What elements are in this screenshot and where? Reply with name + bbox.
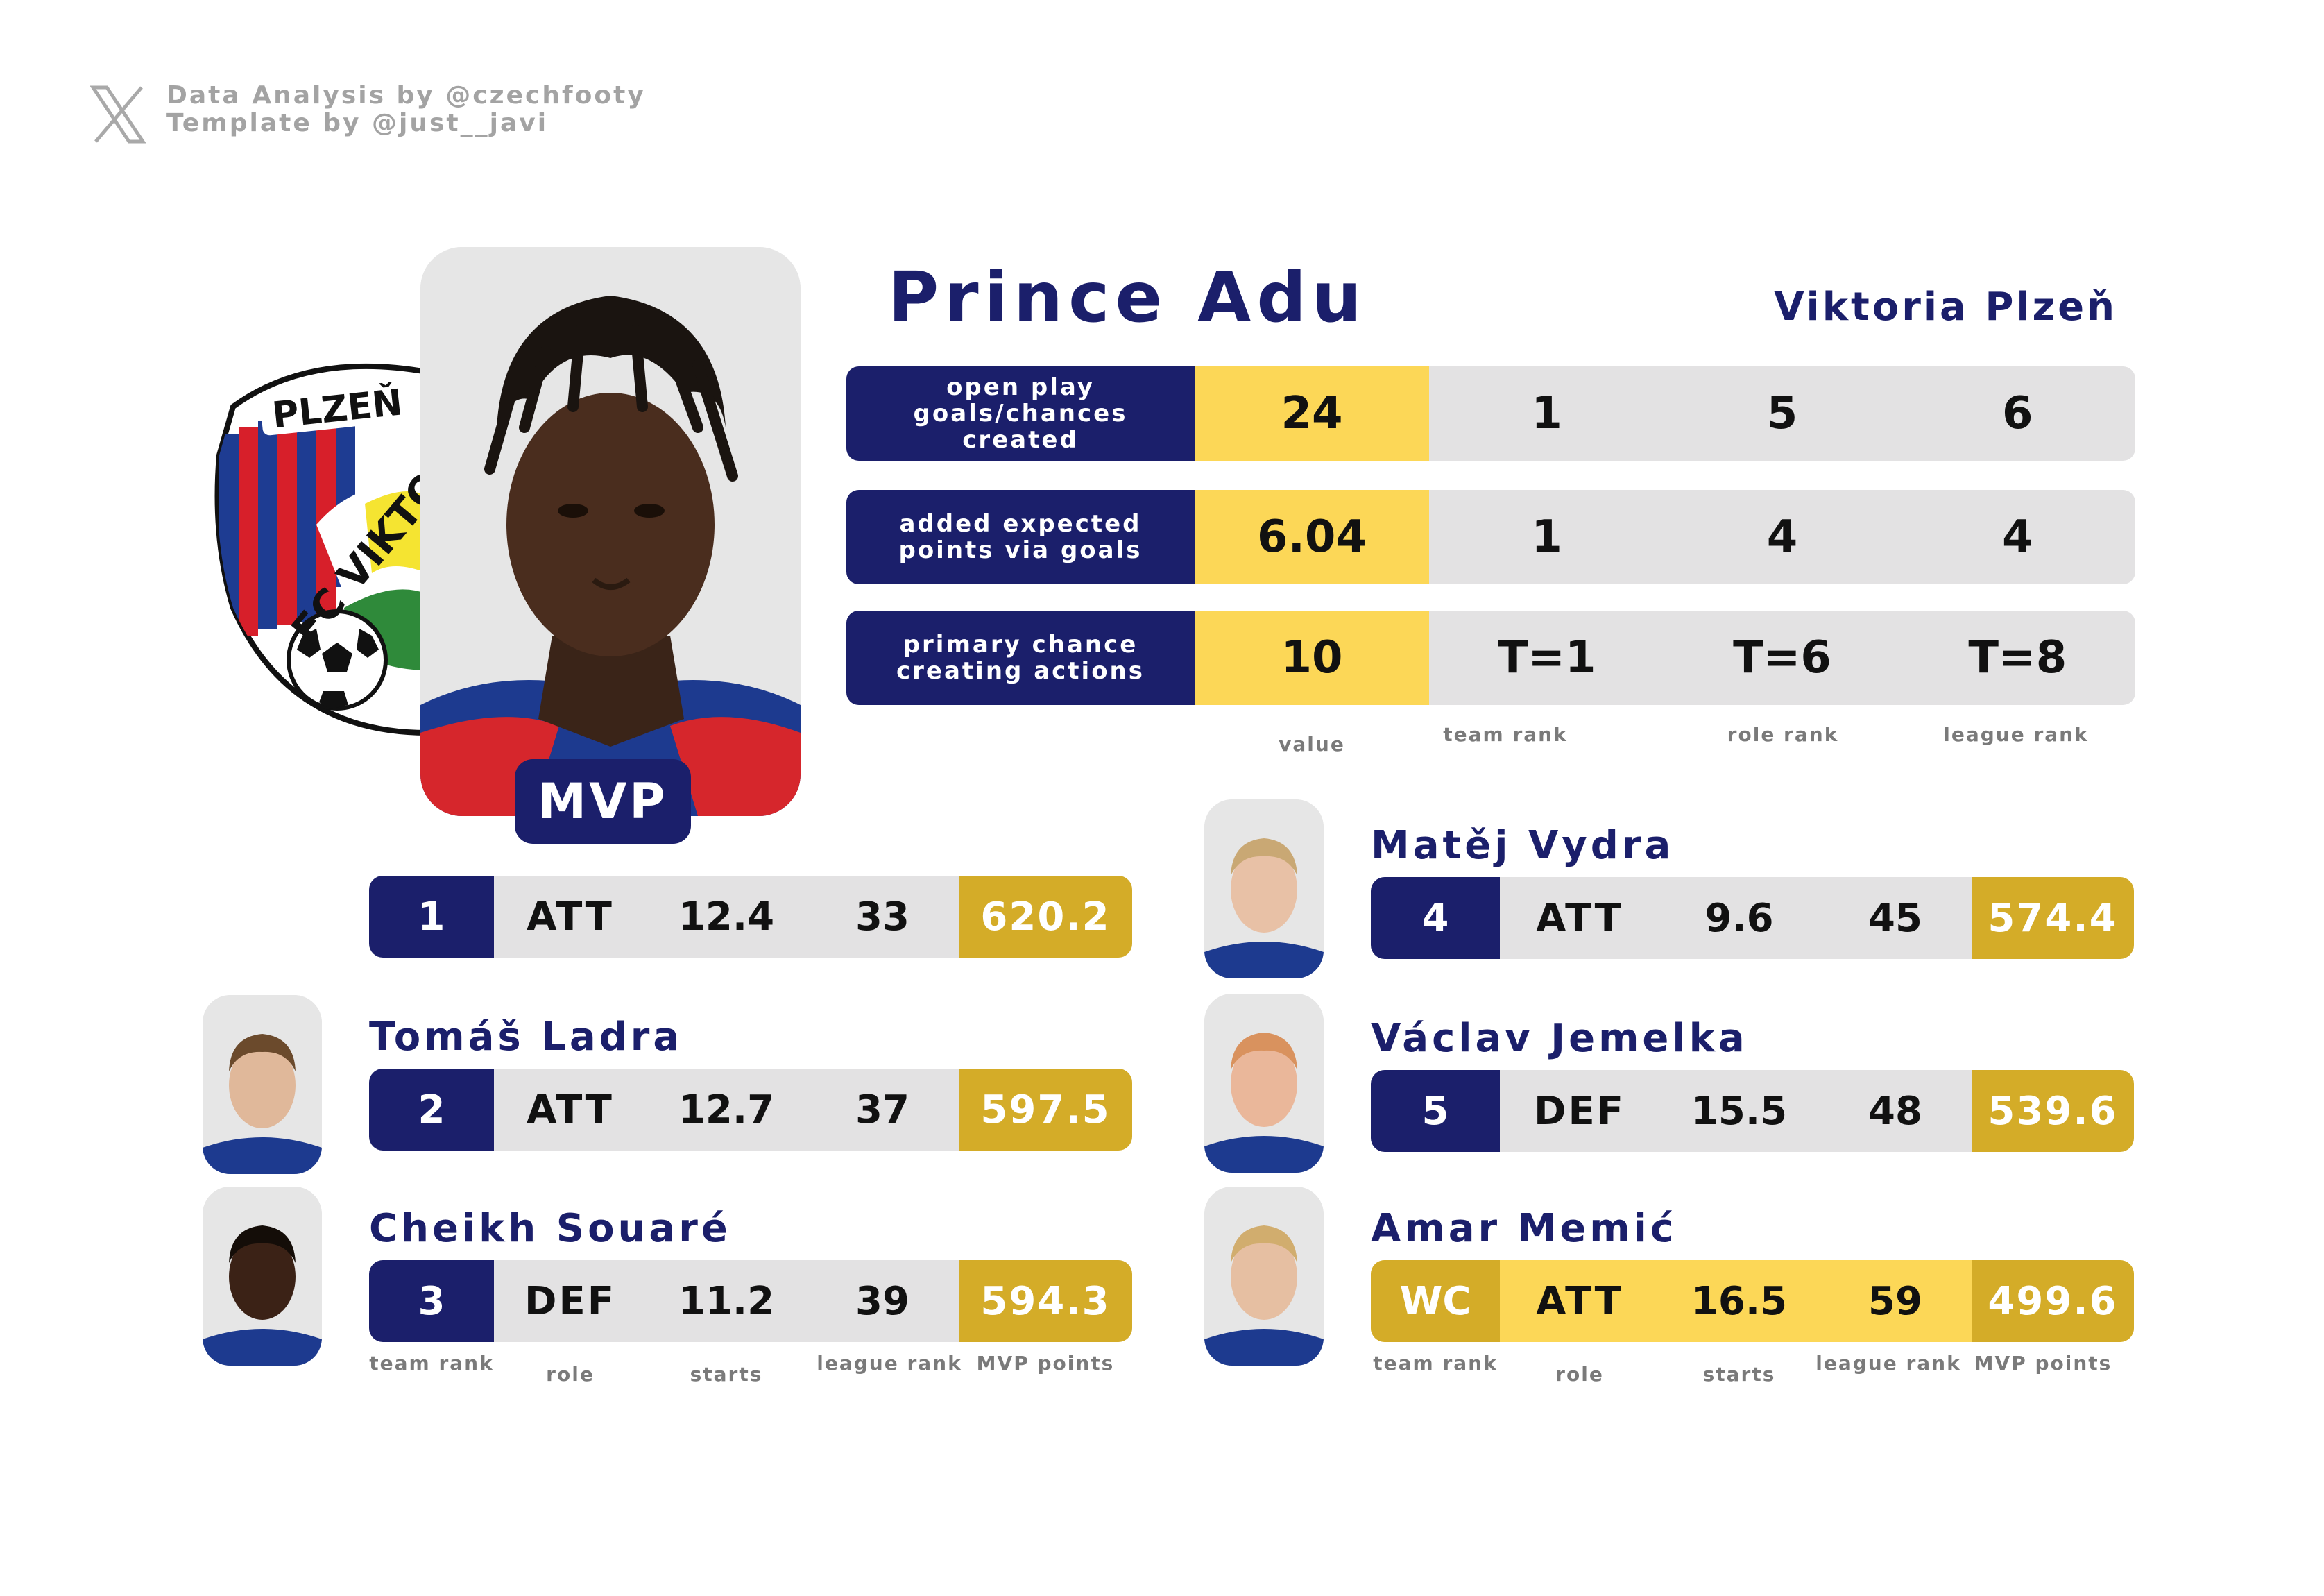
x-logo-icon [90, 85, 146, 144]
featured-player-photo [420, 247, 801, 816]
player-portrait-image [1204, 799, 1324, 978]
league-rank: 37 [855, 1087, 909, 1132]
role: DEF [1534, 1088, 1625, 1134]
stat-row: added expected points via goals 6.04 1 4… [846, 490, 2135, 584]
player-name: Tomáš Ladra [369, 1015, 683, 1060]
team-rank: 2 [369, 1069, 494, 1151]
player-name: Cheikh Souaré [369, 1206, 731, 1251]
column-header-league-rank: league rank [1815, 1352, 1961, 1375]
mvp-points: 499.6 [1972, 1260, 2134, 1342]
column-header-starts: starts [690, 1363, 763, 1386]
player-thumbnail [203, 995, 322, 1174]
stat-row: open play goals/chances created 24 1 5 6 [846, 366, 2135, 461]
player-thumbnail [1204, 994, 1324, 1173]
team-rank: 3 [369, 1260, 494, 1342]
column-header-team-rank: team rank [369, 1352, 494, 1375]
credits-template: Template by @just__javi [166, 109, 549, 137]
player-name: Matěj Vydra [1371, 823, 1675, 868]
column-header-team-rank: team rank [1443, 723, 1568, 746]
starts: 12.4 [678, 894, 775, 940]
credits-analysis: Data Analysis by @czechfooty [166, 81, 646, 110]
starts: 12.7 [678, 1087, 775, 1132]
column-header-role: role [546, 1363, 595, 1386]
stat-league-rank: T=8 [1968, 632, 2067, 684]
stat-league-rank: 4 [2002, 511, 2033, 563]
player-row: 3 DEF 11.2 39 594.3 [369, 1260, 1132, 1342]
role: ATT [1536, 1278, 1623, 1324]
mvp-points: 597.5 [959, 1069, 1132, 1151]
role: DEF [524, 1278, 616, 1324]
player-name: Václav Jemelka [1371, 1016, 1748, 1061]
club-crest-logo: PLZEŇ FC VIKTORIA [214, 363, 427, 736]
team-rank: 4 [1371, 877, 1500, 959]
player-thumbnail [203, 1187, 322, 1366]
stat-team-rank: 1 [1531, 388, 1562, 439]
stat-team-rank: 1 [1531, 511, 1562, 563]
stat-label: open play goals/chances created [846, 366, 1195, 461]
player-row: 2 ATT 12.7 37 597.5 [369, 1069, 1132, 1151]
column-header-starts: starts [1702, 1363, 1776, 1386]
player-row: 5 DEF 15.5 48 539.6 [1371, 1070, 2134, 1152]
starts: 11.2 [678, 1278, 775, 1324]
stat-league-rank: 6 [2002, 388, 2033, 439]
league-rank: 33 [855, 894, 909, 940]
column-header-value: value [1279, 733, 1345, 756]
player-thumbnail [1204, 1187, 1324, 1366]
stat-role-rank: T=6 [1733, 632, 1831, 684]
team-rank: WC [1371, 1260, 1500, 1342]
mvp-points: 594.3 [959, 1260, 1132, 1342]
column-header-mvp-points: MVP points [976, 1352, 1115, 1375]
player-portrait-image [1204, 1187, 1324, 1366]
league-rank: 48 [1868, 1088, 1922, 1134]
stat-role-rank: 4 [1766, 511, 1798, 563]
starts: 16.5 [1691, 1278, 1788, 1324]
player-portrait-image [203, 995, 322, 1174]
stat-value: 6.04 [1195, 490, 1429, 584]
player-portrait-image [420, 247, 801, 816]
mvp-points: 574.4 [1972, 877, 2134, 959]
credits: Data Analysis by @czechfooty Template by… [166, 82, 646, 137]
team-rank: 1 [369, 876, 494, 958]
league-rank: 45 [1868, 895, 1922, 941]
player-row: 1 ATT 12.4 33 620.2 [369, 876, 1132, 958]
player-thumbnail [1204, 799, 1324, 978]
column-header-league-rank: league rank [817, 1352, 962, 1375]
player-row: 4 ATT 9.6 45 574.4 [1371, 877, 2134, 959]
mvp-badge: MVP [515, 759, 691, 844]
team-rank: 5 [1371, 1070, 1500, 1152]
mvp-points: 539.6 [1972, 1070, 2134, 1152]
role: ATT [527, 894, 614, 940]
league-rank: 59 [1868, 1278, 1922, 1324]
stat-value: 10 [1195, 611, 1429, 705]
stat-role-rank: 5 [1766, 388, 1798, 439]
stat-team-rank: T=1 [1497, 632, 1596, 684]
player-portrait-image [203, 1187, 322, 1366]
column-header-mvp-points: MVP points [1974, 1352, 2112, 1375]
column-header-league-rank: league rank [1943, 723, 2089, 746]
featured-player-name: Prince Adu [888, 257, 1367, 338]
column-header-role: role [1555, 1363, 1604, 1386]
player-row-wildcard: WC ATT 16.5 59 499.6 [1371, 1260, 2134, 1342]
column-header-role-rank: role rank [1727, 723, 1839, 746]
role: ATT [1536, 895, 1623, 941]
player-portrait-image [1204, 994, 1324, 1173]
league-rank: 39 [855, 1278, 909, 1324]
role: ATT [527, 1087, 614, 1132]
stat-row: primary chance creating actions 10 T=1 T… [846, 611, 2135, 705]
starts: 9.6 [1704, 895, 1774, 941]
stat-value: 24 [1195, 366, 1429, 461]
team-name: Viktoria Plzeň [1774, 285, 2117, 330]
stat-label: added expected points via goals [846, 490, 1195, 584]
mvp-points: 620.2 [959, 876, 1132, 958]
column-header-team-rank: team rank [1373, 1352, 1498, 1375]
player-name: Amar Memić [1371, 1206, 1677, 1251]
stat-label: primary chance creating actions [846, 611, 1195, 705]
starts: 15.5 [1691, 1088, 1788, 1134]
